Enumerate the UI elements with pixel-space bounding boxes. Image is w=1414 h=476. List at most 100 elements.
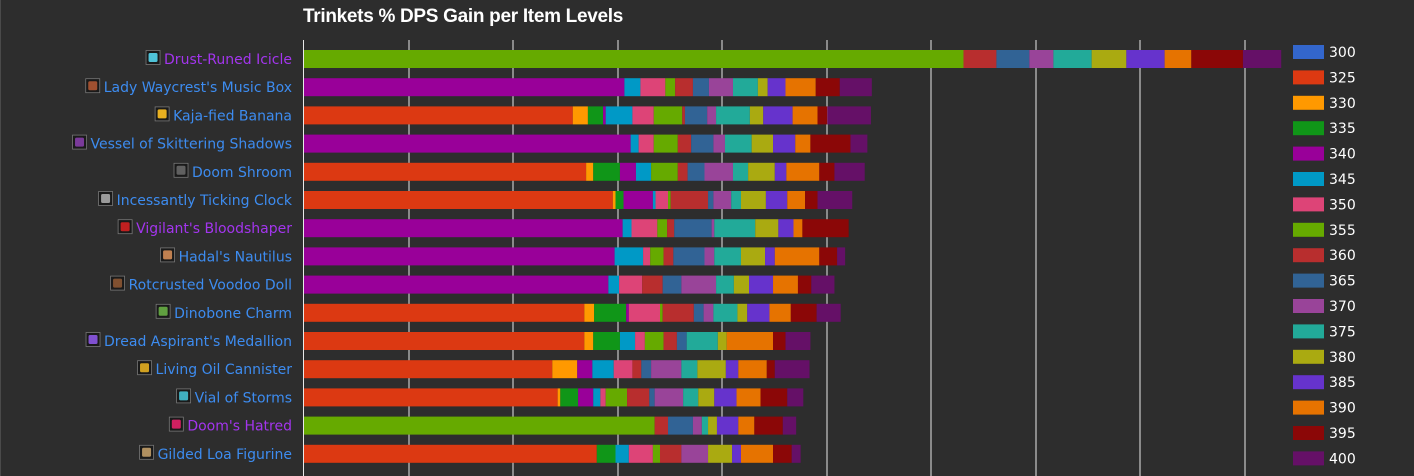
- bar-segment-400[interactable]: [850, 134, 868, 153]
- bar-segment-395[interactable]: [1191, 50, 1243, 68]
- bar-segment-390[interactable]: [740, 444, 774, 463]
- bar-segment-370[interactable]: [711, 219, 715, 238]
- bar-segment-340[interactable]: [304, 219, 623, 238]
- bar-segment-355[interactable]: [653, 106, 683, 125]
- bar-segment-335[interactable]: [615, 191, 624, 209]
- bar-segment-370[interactable]: [681, 444, 709, 463]
- bar-segment-340[interactable]: [304, 134, 631, 153]
- bar-segment-380[interactable]: [740, 247, 766, 266]
- bar-segment-360[interactable]: [663, 332, 677, 350]
- bar-segment-395[interactable]: [819, 162, 835, 181]
- bar-segment-380[interactable]: [717, 332, 727, 350]
- bar-segment-390[interactable]: [769, 303, 791, 322]
- bar-segment-380[interactable]: [755, 219, 779, 238]
- bar-segment-360[interactable]: [660, 444, 682, 463]
- legend-item[interactable]: 365: [1293, 273, 1356, 290]
- bar-segment-330[interactable]: [584, 303, 595, 322]
- bar-segment-345[interactable]: [619, 332, 636, 350]
- bar-segment-400[interactable]: [774, 360, 810, 379]
- bar-segment-335[interactable]: [594, 303, 627, 322]
- bar-segment-340[interactable]: [603, 106, 606, 125]
- bar-segment-325[interactable]: [304, 303, 585, 322]
- bar-segment-395[interactable]: [754, 416, 783, 435]
- legend-item[interactable]: 380: [1293, 349, 1356, 366]
- bar-segment-335[interactable]: [593, 332, 620, 350]
- bar-segment-360[interactable]: [675, 78, 693, 97]
- bar-segment-335[interactable]: [596, 444, 616, 463]
- item-label[interactable]: Drust-Runed Icicle: [164, 52, 292, 68]
- bar-segment-375[interactable]: [716, 106, 750, 125]
- legend-item[interactable]: 360: [1293, 248, 1356, 264]
- bar-segment-365[interactable]: [676, 332, 687, 350]
- bar-segment-400[interactable]: [811, 275, 835, 294]
- bar-segment-375[interactable]: [724, 134, 752, 153]
- bar-segment-355[interactable]: [665, 78, 676, 97]
- item-label[interactable]: Gilded Loa Figurine: [158, 447, 292, 463]
- bar-segment-400[interactable]: [839, 78, 872, 97]
- bar-segment-375[interactable]: [683, 388, 699, 407]
- bar-segment-350[interactable]: [643, 247, 651, 266]
- bar-segment-325[interactable]: [304, 444, 597, 463]
- bar-segment-395[interactable]: [766, 360, 775, 379]
- bar-segment-355[interactable]: [605, 388, 628, 407]
- bar-segment-395[interactable]: [810, 134, 851, 153]
- bar-segment-350[interactable]: [635, 332, 645, 350]
- bar-segment-365[interactable]: [692, 78, 709, 97]
- legend-item[interactable]: 390: [1293, 400, 1356, 417]
- bar-segment-385[interactable]: [774, 162, 787, 181]
- bar-segment-380[interactable]: [697, 360, 726, 379]
- bar-segment-365[interactable]: [693, 303, 704, 322]
- bar-segment-400[interactable]: [785, 332, 811, 350]
- legend-item[interactable]: 355: [1293, 222, 1356, 239]
- bar-segment-360[interactable]: [663, 247, 674, 266]
- bar-segment-355[interactable]: [657, 219, 668, 238]
- bar-segment-365[interactable]: [662, 275, 682, 294]
- bar-segment-365[interactable]: [674, 219, 712, 238]
- bar-segment-390[interactable]: [726, 332, 774, 350]
- bar-segment-375[interactable]: [1053, 50, 1092, 68]
- bar-segment-340[interactable]: [619, 162, 636, 181]
- bar-segment-345[interactable]: [615, 444, 629, 463]
- bar-segment-355[interactable]: [668, 191, 671, 209]
- bar-segment-325[interactable]: [304, 388, 558, 407]
- bar-segment-390[interactable]: [736, 388, 761, 407]
- item-label[interactable]: Hadal's Nautilus: [179, 249, 292, 265]
- bar-segment-370[interactable]: [704, 162, 733, 181]
- bar-segment-345[interactable]: [622, 219, 632, 238]
- item-label[interactable]: Vigilant's Bloodshaper: [136, 221, 292, 237]
- item-label[interactable]: Lady Waycrest's Music Box: [104, 80, 292, 96]
- bar-segment-380[interactable]: [708, 416, 717, 435]
- legend-item[interactable]: 300: [1293, 45, 1356, 61]
- bar-segment-370[interactable]: [651, 360, 682, 379]
- legend-item[interactable]: 340: [1293, 146, 1356, 163]
- bar-segment-390[interactable]: [793, 219, 803, 238]
- bar-segment-385[interactable]: [747, 303, 770, 322]
- bar-segment-375[interactable]: [713, 303, 738, 322]
- bar-segment-380[interactable]: [740, 191, 766, 209]
- bar-segment-365[interactable]: [684, 106, 708, 125]
- bar-segment-350[interactable]: [600, 388, 606, 407]
- bar-segment-365[interactable]: [691, 134, 714, 153]
- bar-segment-375[interactable]: [714, 219, 756, 238]
- bar-segment-375[interactable]: [686, 332, 718, 350]
- bar-segment-360[interactable]: [627, 388, 650, 407]
- bar-segment-335[interactable]: [587, 106, 604, 125]
- item-label[interactable]: Incessantly Ticking Clock: [117, 193, 293, 209]
- bar-segment-380[interactable]: [748, 162, 775, 181]
- bar-segment-350[interactable]: [628, 303, 660, 322]
- bar-segment-390[interactable]: [795, 134, 811, 153]
- bar-segment-345[interactable]: [592, 360, 614, 379]
- bar-segment-395[interactable]: [815, 78, 840, 97]
- bar-segment-400[interactable]: [837, 247, 846, 266]
- item-label[interactable]: Doom's Hatred: [187, 419, 292, 435]
- bar-segment-340[interactable]: [304, 247, 615, 266]
- bar-segment-370[interactable]: [704, 247, 715, 266]
- legend-item[interactable]: 400: [1293, 451, 1356, 467]
- bar-segment-325[interactable]: [304, 106, 573, 125]
- bar-segment-355[interactable]: [651, 162, 678, 181]
- bar-segment-395[interactable]: [802, 219, 849, 238]
- bar-segment-360[interactable]: [670, 191, 709, 209]
- bar-segment-370[interactable]: [713, 191, 732, 209]
- item-label[interactable]: Rotcrusted Voodoo Doll: [129, 278, 292, 294]
- bar-segment-395[interactable]: [817, 106, 828, 125]
